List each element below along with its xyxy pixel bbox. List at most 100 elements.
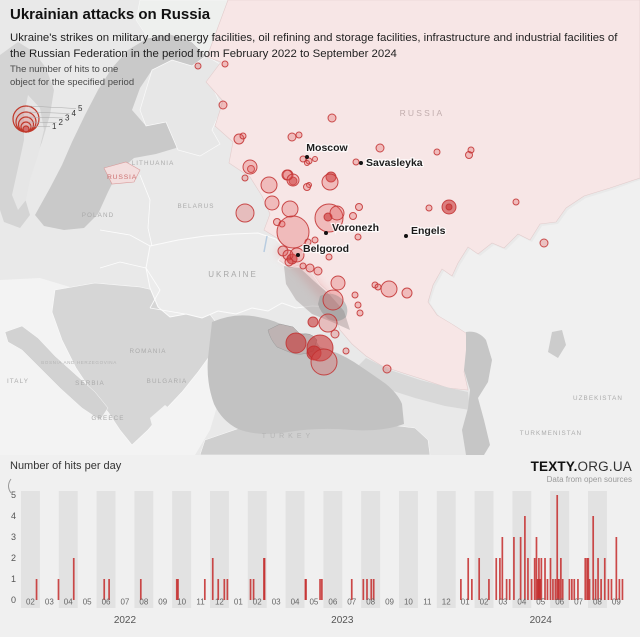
hit-circle (352, 158, 360, 166)
hit-circle (539, 238, 549, 248)
hit-circle (304, 238, 312, 246)
region-label: UZBEKISTAN (573, 395, 623, 402)
day-hit-bar (594, 579, 597, 600)
legend-caption-line1: The number of hits to one (10, 64, 119, 75)
month-label: 07 (347, 598, 356, 607)
hit-circle (299, 155, 307, 163)
hit-circle (194, 62, 202, 70)
city-dot (305, 155, 309, 159)
hit-circle (218, 100, 228, 110)
country-borders (99, 174, 186, 315)
hit-circle (304, 160, 310, 166)
legend-scale-number: 5 (78, 104, 83, 113)
month-stripe (436, 491, 456, 608)
y-tick-label: 4 (11, 511, 16, 521)
day-hit-bar (175, 579, 178, 600)
hit-circle (354, 301, 362, 309)
month-label: 01 (461, 598, 470, 607)
day-hit-bar (467, 558, 470, 600)
hit-circle (305, 263, 315, 273)
region-label: BOSNIA AND HERZEGOVINA (41, 360, 117, 365)
month-stripe (550, 491, 570, 608)
hit-circle (445, 203, 453, 211)
day-hit-bar (226, 579, 229, 600)
year-label: 2024 (530, 615, 553, 626)
day-hit-bar (577, 579, 579, 600)
day-hit-bar (597, 558, 599, 600)
header: Ukrainian attacks on Russia Ukraine's st… (10, 6, 632, 62)
baltic-sea (35, 34, 206, 230)
month-label: 04 (517, 598, 526, 607)
month-label: 01 (234, 598, 243, 607)
day-hit-bar (35, 579, 38, 600)
legend: The number of hits to one object for the… (10, 64, 134, 145)
day-hit-bar (607, 579, 610, 600)
month-label: 08 (593, 598, 602, 607)
black-sea (207, 315, 404, 434)
day-hit-bar (217, 579, 220, 600)
month-stripe (512, 491, 532, 608)
day-hit-bar (505, 579, 508, 600)
bars-layer (35, 495, 624, 600)
day-hit-bar (530, 579, 533, 600)
legend-leader-line (27, 105, 77, 109)
day-hit-bar (471, 579, 473, 600)
region-label: POLAND (82, 212, 115, 219)
europe-map: RUSSIA UKRAINE BELARUS LITHUANIA POLAND RUSSI… (0, 0, 640, 455)
aegean-sea (150, 405, 178, 448)
day-hit-bar (573, 579, 576, 600)
hit-circle (311, 236, 319, 244)
day-hit-bar (305, 579, 307, 600)
hit-circle (260, 176, 278, 194)
month-stripe (21, 491, 40, 608)
hit-circle (467, 146, 475, 154)
hit-circle (342, 347, 350, 355)
legend-leader-line (27, 121, 57, 123)
month-label: 11 (423, 598, 432, 607)
day-hit-bar (558, 579, 560, 600)
legend-leader-line (27, 111, 70, 114)
hit-circle (221, 60, 229, 68)
day-hit-bar (570, 579, 573, 600)
y-tick-label: 1 (11, 574, 16, 584)
hit-circle (276, 215, 310, 249)
day-hit-bar (57, 579, 60, 600)
hit-circle (349, 212, 357, 220)
region-label: BELARUS (177, 203, 214, 210)
day-hit-bar (552, 579, 554, 600)
day-hit-bar (587, 558, 590, 600)
hit-circle (433, 148, 441, 156)
day-hit-bar (618, 579, 621, 600)
day-hit-bar (223, 579, 226, 600)
hit-circles-layer (194, 60, 549, 376)
month-label: 09 (158, 598, 167, 607)
month-label: 04 (291, 598, 300, 607)
hit-circle (303, 183, 311, 191)
region-label: ROMANIA (129, 348, 166, 355)
month-label: 04 (64, 598, 73, 607)
month-stripe (323, 491, 343, 608)
day-hit-bar (535, 537, 538, 600)
day-hit-bar (478, 558, 481, 600)
caspian-sea (462, 331, 492, 455)
day-hit-bar (460, 579, 462, 600)
hit-circle (512, 198, 520, 206)
city-label: Engels (411, 225, 446, 237)
texty-logo[interactable]: TEXTY.ORG.UA (531, 459, 632, 474)
y-tick-label: 0 (11, 595, 16, 605)
hit-circle (330, 275, 346, 291)
month-stripes (21, 491, 607, 608)
day-hit-bar (370, 579, 373, 600)
hit-circle (307, 316, 319, 328)
month-label: 08 (366, 598, 375, 607)
day-hit-bar (584, 558, 587, 600)
page-title: Ukrainian attacks on Russia (10, 6, 211, 23)
axis-bracket (8, 478, 12, 494)
day-hit-bar (527, 558, 529, 600)
hit-circle (425, 204, 433, 212)
year-labels: 2022 2023 2024 (114, 615, 552, 626)
day-hit-bar (546, 579, 549, 600)
hit-circle (380, 280, 398, 298)
